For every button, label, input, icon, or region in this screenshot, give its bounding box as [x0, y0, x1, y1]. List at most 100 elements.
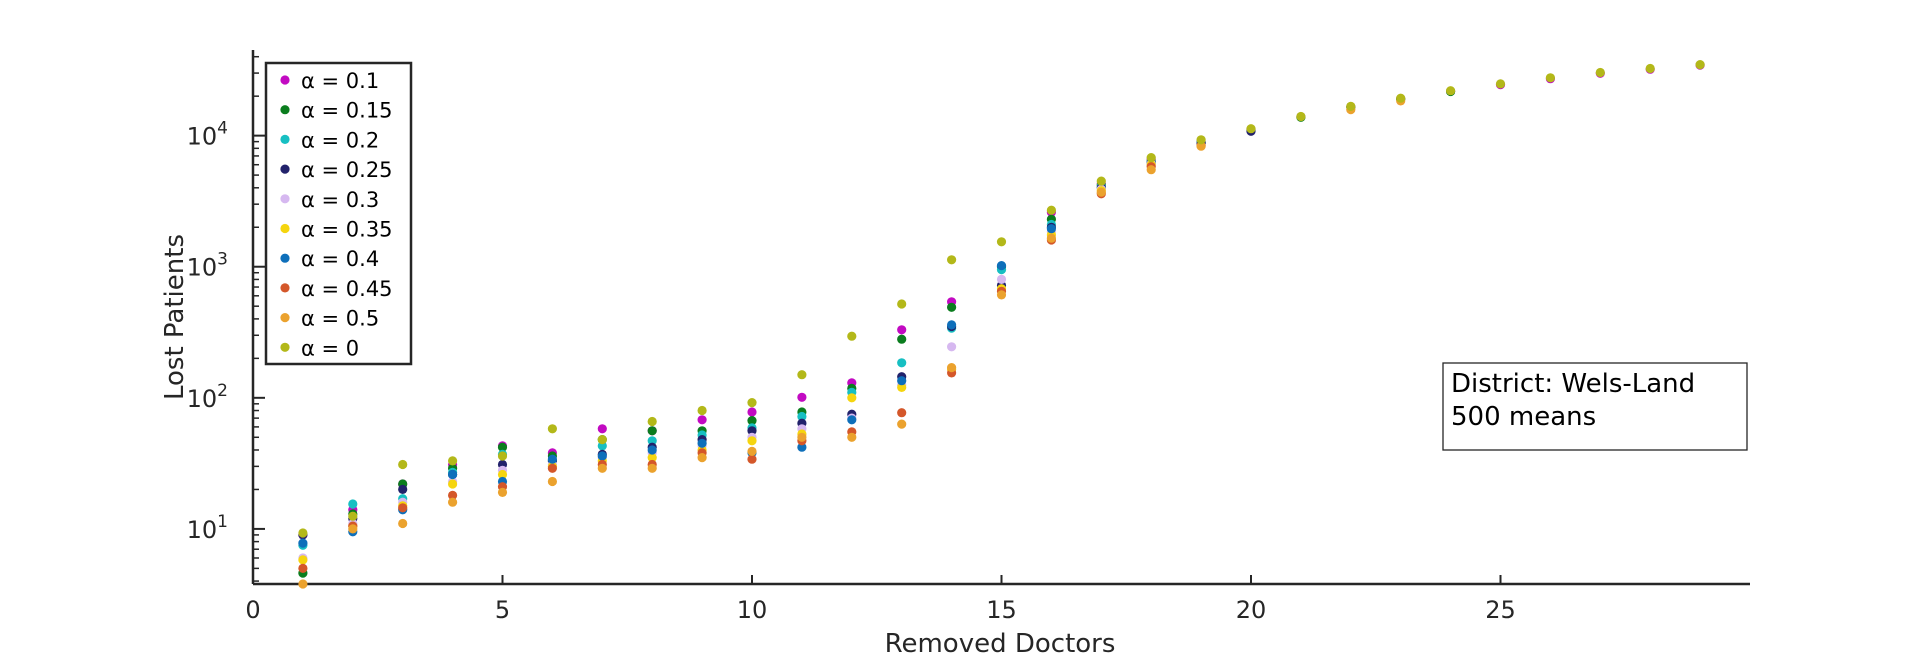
data-point	[797, 442, 807, 452]
legend-box	[264, 61, 413, 366]
data-point	[996, 290, 1007, 300]
data-point	[647, 453, 657, 463]
legend-label: α = 0.3	[301, 188, 379, 212]
data-point	[398, 503, 408, 513]
data-point	[996, 237, 1007, 247]
series-1	[298, 86, 1456, 578]
legend-marker	[280, 313, 290, 323]
data-point	[747, 436, 757, 446]
data-point	[947, 320, 957, 330]
data-point	[797, 392, 807, 402]
data-point	[448, 456, 458, 466]
data-points	[298, 60, 1705, 589]
data-point	[1196, 141, 1206, 151]
data-point	[597, 424, 607, 434]
data-point	[497, 487, 508, 497]
legend-label: α = 0.25	[301, 158, 393, 182]
y-tick-label: 102	[187, 381, 228, 413]
y-tick-base: 10	[187, 123, 218, 151]
data-point	[398, 518, 408, 529]
data-point	[597, 435, 607, 445]
data-point	[897, 408, 907, 418]
legend-label: α = 0.2	[301, 128, 379, 152]
data-point	[1046, 233, 1056, 243]
data-point	[697, 405, 707, 416]
series-4	[298, 159, 1156, 563]
data-point	[547, 463, 558, 473]
series-5	[298, 160, 1156, 565]
series-3	[298, 126, 1256, 540]
data-point	[1046, 224, 1056, 234]
data-point	[1645, 63, 1655, 74]
y-tick-label: 101	[187, 512, 228, 544]
data-point	[1495, 79, 1506, 89]
data-point	[497, 451, 508, 461]
data-point	[747, 426, 757, 436]
legend-marker	[280, 134, 290, 144]
data-point	[1595, 67, 1605, 78]
legend: α = 0.1 α = 0.15 α = 0.2 α = 0.25 α = 0.3 α =…	[264, 61, 413, 366]
data-point	[897, 382, 907, 392]
data-point	[298, 563, 308, 574]
data-point	[747, 407, 757, 417]
x-tick-label: 5	[495, 596, 510, 624]
data-point	[448, 497, 458, 507]
legend-marker	[280, 342, 290, 352]
legend-marker	[280, 283, 290, 293]
data-point	[996, 274, 1007, 284]
x-tick-label: 15	[986, 596, 1017, 624]
y-tick-label: 103	[187, 250, 228, 282]
data-point	[747, 454, 757, 464]
y-tick-label: 104	[187, 119, 228, 151]
data-point	[697, 453, 707, 463]
legend-marker	[280, 105, 290, 115]
y-tick-base: 10	[187, 254, 218, 282]
data-point	[747, 416, 757, 426]
y-tick-base: 10	[187, 516, 218, 544]
y-tick-exponent: 3	[217, 250, 228, 270]
data-point	[847, 331, 857, 341]
data-point	[697, 415, 707, 425]
data-point	[497, 442, 508, 452]
data-point	[996, 261, 1007, 271]
data-point	[1046, 205, 1056, 215]
series-9	[298, 60, 1705, 538]
data-point	[348, 511, 358, 521]
data-point	[597, 463, 607, 473]
annotation-line-2: 500 means	[1451, 402, 1596, 432]
data-point	[1146, 153, 1156, 163]
data-point	[1246, 124, 1256, 134]
data-point	[947, 302, 957, 312]
data-point	[897, 419, 907, 429]
data-point	[897, 376, 907, 386]
data-point	[647, 463, 657, 473]
data-point	[647, 445, 657, 455]
legend-label: α = 0	[301, 336, 359, 360]
data-point	[947, 255, 957, 265]
legend-marker	[280, 75, 290, 85]
data-point	[1446, 86, 1456, 96]
data-point	[897, 358, 907, 368]
data-point	[298, 538, 308, 548]
data-point	[647, 416, 657, 427]
data-point	[797, 411, 807, 422]
data-point	[1146, 165, 1156, 175]
data-point	[947, 342, 957, 352]
data-point	[298, 528, 308, 538]
y-tick-exponent: 1	[217, 512, 228, 532]
series-2	[298, 138, 1206, 550]
y-axis-label: Lost Patients	[160, 234, 190, 400]
legend-label: α = 0.45	[301, 277, 393, 301]
data-point	[1296, 111, 1306, 122]
annotation-box: District: Wels-Land 500 means	[1442, 362, 1748, 451]
data-point	[448, 469, 458, 480]
data-point	[348, 499, 358, 509]
series-7	[298, 141, 1206, 574]
series-8	[298, 96, 1406, 589]
data-point	[647, 426, 657, 436]
data-point	[747, 446, 757, 456]
legend-label: α = 0.15	[301, 99, 393, 123]
legend-marker	[280, 194, 290, 204]
data-point	[597, 441, 607, 451]
